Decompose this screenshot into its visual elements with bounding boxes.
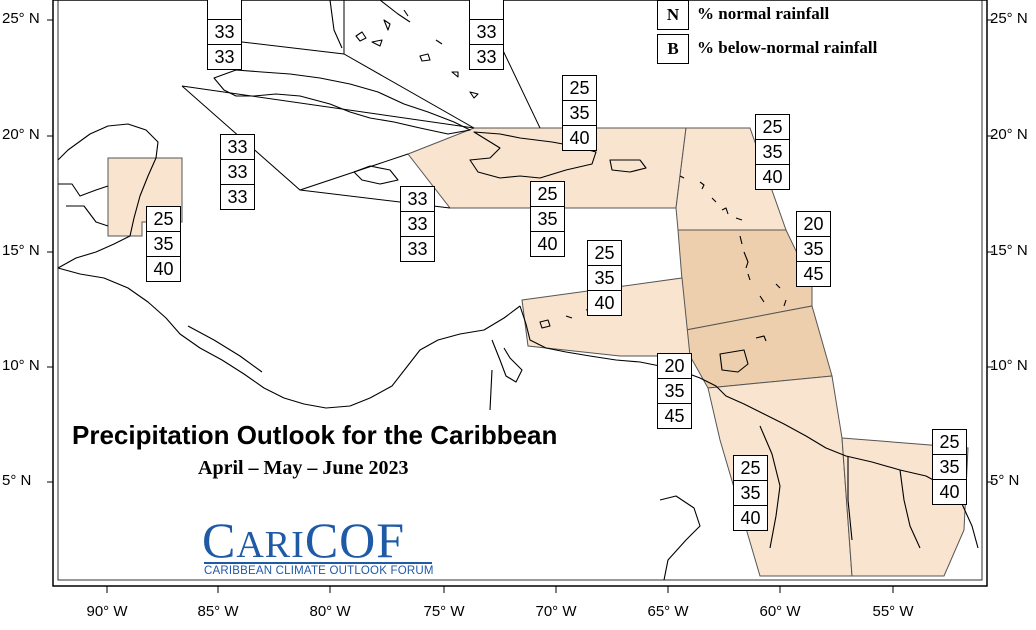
legend-key-b: B	[657, 34, 689, 64]
lon-label-90: 90° W	[86, 603, 128, 620]
prob-below: 40	[762, 167, 783, 187]
lon-label-65: 65° W	[647, 603, 689, 620]
lat-label-20-left: 20° N	[2, 126, 40, 143]
lon-label-75: 75° W	[423, 603, 465, 620]
prob-normal: 35	[734, 481, 767, 506]
prob-above: 33	[401, 187, 434, 212]
prob-normal: 33	[221, 160, 254, 185]
outlook-regions	[107, 127, 969, 577]
lat-label-25-right: 25° N	[990, 10, 1028, 27]
prob-box-abc-islands: 25 35 40	[587, 240, 622, 316]
prob-box-suriname-french-guiana: 25 35 40	[932, 429, 967, 505]
prob-normal: 35	[658, 379, 691, 404]
prob-above: 25	[933, 430, 966, 455]
lon-label-70: 70° W	[535, 603, 577, 620]
lon-label-55: 55° W	[872, 603, 914, 620]
prob-above	[208, 0, 241, 20]
prob-above: 25	[734, 456, 767, 481]
coastlines	[57, 0, 979, 581]
prob-box-trinidad-tobago: 20 35 45	[657, 353, 692, 429]
prob-below: 33	[407, 239, 428, 259]
prob-normal: 35	[147, 232, 180, 257]
prob-below: 33	[214, 47, 235, 67]
prob-box-hispaniola-south: 25 35 40	[530, 181, 565, 257]
caricof-logo-wordmark: CARICOF	[202, 512, 406, 568]
prob-above: 20	[658, 354, 691, 379]
prob-box-guyana: 25 35 40	[733, 455, 768, 531]
prob-above: 25	[531, 182, 564, 207]
prob-below: 40	[153, 259, 174, 279]
prob-below: 45	[803, 264, 824, 284]
map-title: Precipitation Outlook for the Caribbean	[72, 420, 558, 450]
map-subtitle: April – May – June 2023	[198, 457, 409, 479]
lat-label-10-right: 10° N	[990, 357, 1028, 374]
prob-below: 40	[594, 293, 615, 313]
lat-label-5-left: 5° N	[2, 472, 32, 489]
lon-label-85: 85° W	[197, 603, 239, 620]
caricof-logo: CARICOF CARIBBEAN CLIMATE OUTLOOK FORUM	[200, 514, 436, 580]
prob-below: 40	[537, 234, 558, 254]
prob-normal: 35	[588, 266, 621, 291]
lat-label-10-left: 10° N	[2, 357, 40, 374]
prob-normal: 33	[401, 212, 434, 237]
prob-below: 40	[740, 508, 761, 528]
caricof-logo-tagline: CARIBBEAN CLIMATE OUTLOOK FORUM	[204, 565, 434, 577]
prob-above: 25	[588, 241, 621, 266]
legend-label-below-normal: % below-normal rainfall	[697, 38, 878, 57]
region-guyana	[707, 375, 853, 577]
lat-label-20-right: 20° N	[990, 126, 1028, 143]
prob-box-belize: 25 35 40	[146, 206, 181, 282]
prob-normal: 35	[563, 101, 596, 126]
prob-box-bahamas-nw: 33 33	[207, 0, 242, 70]
prob-normal: 35	[933, 455, 966, 480]
caricof-logo-rule	[204, 562, 432, 564]
prob-normal: 33	[208, 20, 241, 45]
prob-above: 33	[221, 135, 254, 160]
lon-label-60: 60° W	[759, 603, 801, 620]
prob-box-leeward-islands: 25 35 40	[755, 114, 790, 190]
prob-normal: 33	[470, 20, 503, 45]
prob-normal: 35	[756, 140, 789, 165]
prob-above: 20	[797, 212, 830, 237]
prob-above: 25	[147, 207, 180, 232]
prob-box-windward-islands: 20 35 45	[796, 211, 831, 287]
prob-above: 25	[756, 115, 789, 140]
prob-below: 33	[476, 47, 497, 67]
prob-below: 40	[569, 128, 590, 148]
legend-label-normal: % normal rainfall	[697, 4, 830, 23]
region-abc-islands	[521, 277, 691, 357]
lat-label-15-right: 15° N	[990, 242, 1028, 259]
map-frame	[52, 0, 988, 587]
prob-below: 33	[227, 187, 248, 207]
lat-label-15-left: 15° N	[2, 242, 40, 259]
prob-box-jamaica: 33 33 33	[400, 186, 435, 262]
prob-below: 45	[664, 406, 685, 426]
prob-normal: 35	[531, 207, 564, 232]
axis-ticks	[47, 19, 993, 593]
prob-box-bahamas-ne: 33 33	[469, 0, 504, 70]
prob-box-greater-antilles-east: 25 35 40	[562, 75, 597, 151]
lon-label-80: 80° W	[309, 603, 351, 620]
prob-normal: 35	[797, 237, 830, 262]
prob-box-cuba-cayman: 33 33 33	[220, 134, 255, 210]
prob-above	[470, 0, 503, 20]
lat-label-25-left: 25° N	[2, 10, 40, 27]
prob-below: 40	[939, 482, 960, 502]
prob-above: 25	[563, 76, 596, 101]
legend-key-n: N	[657, 0, 689, 30]
lat-label-5-right: 5° N	[990, 472, 1020, 489]
